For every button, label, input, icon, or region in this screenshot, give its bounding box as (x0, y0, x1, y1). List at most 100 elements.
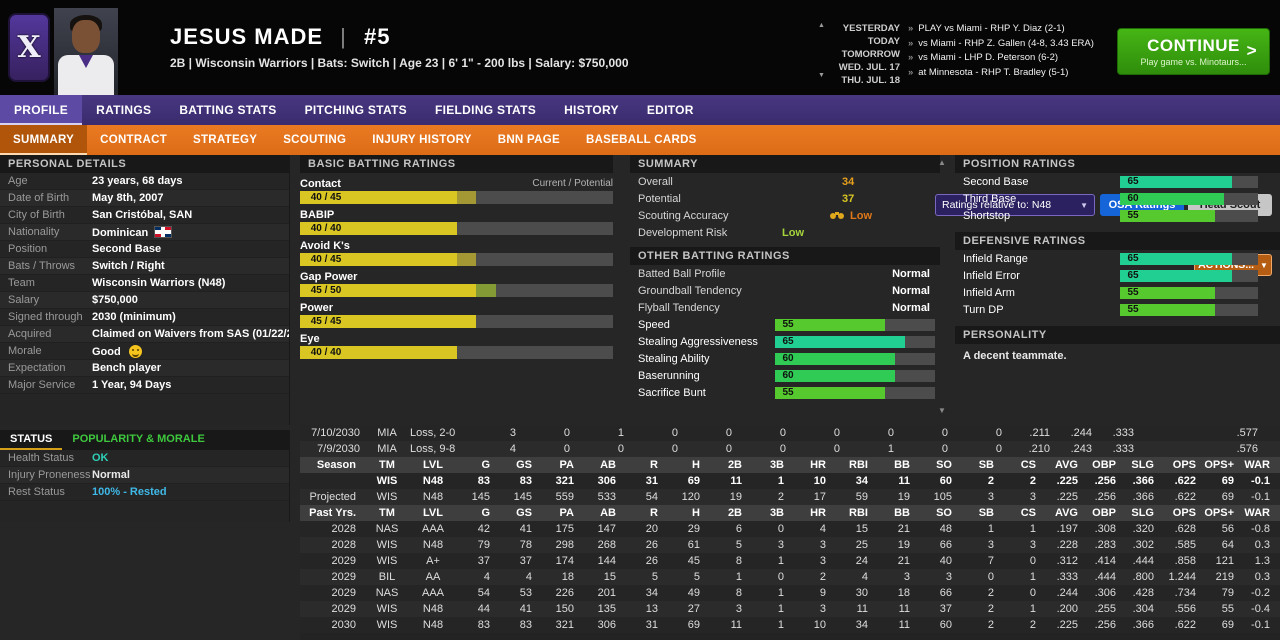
schedule-game[interactable]: » PLAY vs Miami - RHP Y. Diaz (2-1) (908, 22, 1094, 37)
rating-value-chip: 65 (1120, 269, 1146, 282)
game-log-row[interactable]: 7/10/2030 MIA Loss, 2-0 3 0 1 0 0 0 0 0 0 0 .211 .244.… (300, 425, 1280, 441)
subnav-tab-injury-history[interactable]: INJURY HISTORY (372, 134, 472, 146)
table-cell: WIS (376, 619, 398, 631)
column-header[interactable]: 2B (727, 507, 742, 519)
schedule-game-text: PLAY vs Miami - RHP Y. Diaz (2-1) (918, 23, 1065, 34)
column-header[interactable]: SO (936, 459, 952, 471)
past-year-stat-row[interactable]: 2029 NAS AAA 54 53 226 201 34 49 8 1 9 30 18 66 2 0.244.… (300, 585, 1280, 601)
past-years-header-row[interactable]: Past Yrs. TM LVL G GS PA AB R H 2B 3B HR RBI BB SO SB CS… (300, 505, 1280, 521)
subnav-tab-baseball-cards[interactable]: BASEBALL CARDS (585, 134, 697, 146)
subnav-tab-bnn-page[interactable]: BNN PAGE (497, 134, 560, 146)
column-header[interactable]: OPS (1172, 459, 1196, 471)
column-header[interactable]: SB (978, 459, 994, 471)
column-header[interactable]: R (650, 507, 658, 519)
column-header[interactable]: WAR (1244, 507, 1270, 519)
column-header[interactable]: SO (936, 507, 952, 519)
status-tabs: STATUS POPULARITY & MORALE (0, 430, 289, 450)
column-header[interactable]: BB (894, 507, 910, 519)
column-header[interactable]: HR (810, 459, 826, 471)
column-header[interactable]: OPS+ (1204, 507, 1234, 519)
column-header[interactable]: PA (559, 459, 574, 471)
schedule-game[interactable]: » vs Miami - LHP D. Peterson (6-2) (908, 51, 1094, 66)
column-header[interactable]: SLG (1131, 459, 1154, 471)
column-header[interactable]: G (481, 507, 490, 519)
subnav-tab-scouting[interactable]: SCOUTING (283, 134, 347, 146)
nav-tab-fielding-stats[interactable]: FIELDING STATS (434, 103, 537, 117)
column-header[interactable]: TM (379, 507, 395, 519)
column-header[interactable]: G (481, 459, 490, 471)
schedule-scroll-up-icon[interactable]: ▲ (818, 22, 825, 29)
column-header[interactable]: 2B (727, 459, 742, 471)
rating-bar: 40 / 45 (300, 191, 613, 204)
team-logo[interactable]: X (8, 13, 50, 82)
nav-tab-pitching-stats[interactable]: PITCHING STATS (304, 103, 407, 117)
column-header[interactable]: AB (600, 459, 616, 471)
column-header[interactable]: CS (1020, 459, 1036, 471)
ratings-relative-dropdown[interactable]: Ratings relative to: N48 ▼ (935, 194, 1095, 216)
nav-tab-history[interactable]: HISTORY (564, 103, 619, 117)
tab-status[interactable]: STATUS (0, 430, 63, 450)
column-header[interactable]: PA (559, 507, 574, 519)
past-year-stat-row[interactable]: 2029 WIS A+ 37 37 174 144 26 45 8 1 3 24 21 40 7 0 .312 .4… (300, 553, 1280, 569)
subnav-tab-summary[interactable]: SUMMARY (0, 125, 88, 155)
column-header[interactable]: 3B (769, 507, 784, 519)
continue-button[interactable]: CONTINUE > Play game vs. Minotaurs... (1117, 28, 1270, 75)
rating-value-chip: 65 (775, 335, 801, 348)
past-year-stat-row[interactable]: 2028 NAS AAA 42 41 175 147 20 29 6 0 4 15 21 48 1 1 .197.… (300, 521, 1280, 537)
subnav-tab-strategy[interactable]: STRATEGY (193, 134, 258, 146)
rating-bar-fill (801, 369, 895, 382)
schedule-game[interactable]: » vs Miami - RHP Z. Gallen (4-8, 3.43 ERA… (908, 37, 1094, 52)
nav-tab-ratings[interactable]: RATINGS (96, 103, 152, 117)
column-header[interactable]: CS (1020, 507, 1036, 519)
column-header[interactable]: H (692, 507, 700, 519)
past-year-stat-row[interactable]: 2028 WIS N48 79 78 298 268 26 61 5 3 3 25 19 66 3 3 .228.… (300, 537, 1280, 553)
column-header[interactable]: TM (379, 459, 395, 471)
nav-tab-profile[interactable]: PROFILE (0, 95, 83, 125)
column-header[interactable]: GS (516, 507, 532, 519)
tab-popularity-morale[interactable]: POPULARITY & MORALE (72, 433, 205, 445)
column-header[interactable]: OBP (1092, 459, 1116, 471)
season-stat-row[interactable]: WIS N48 83 83 321 306 31 69 11 1 10 34 11 60 2 2.225.25… (300, 473, 1280, 489)
column-header[interactable]: R (650, 459, 658, 471)
scroll-up-icon[interactable]: ▲ (938, 158, 946, 167)
schedule-game[interactable]: » at Minnesota - RHP T. Bradley (5-1) (908, 66, 1094, 81)
column-header[interactable]: BB (894, 459, 910, 471)
column-header[interactable]: AVG (1054, 459, 1078, 471)
column-header[interactable]: WAR (1244, 459, 1270, 471)
schedule-scroll-down-icon[interactable]: ▼ (818, 72, 825, 79)
column-header[interactable]: Past Yrs. (309, 507, 356, 519)
rating-bar-fill (1146, 252, 1233, 265)
column-header[interactable]: Season (316, 459, 356, 471)
column-header[interactable]: SLG (1131, 507, 1154, 519)
column-header[interactable]: LVL (423, 459, 443, 471)
past-year-stat-row[interactable]: 2029 WIS N48 44 41 150 135 13 27 3 1 3 11 11 37 2 1.200.… (300, 601, 1280, 617)
column-header[interactable]: RBI (849, 459, 868, 471)
column-header[interactable]: LVL (423, 507, 443, 519)
column-header[interactable]: GS (516, 459, 532, 471)
column-header[interactable]: OPS+ (1204, 459, 1234, 471)
game-log-row[interactable]: 7/9/2030 MIA Loss, 9-8 4 0 0 0 0 0 0 1 0 0 .210 .243 .3… (300, 441, 1280, 457)
table-cell: 1 (777, 555, 784, 567)
column-header[interactable]: AVG (1054, 507, 1078, 519)
column-header[interactable]: AB (600, 507, 616, 519)
past-year-stat-row[interactable]: 2029 BIL AA 4 4 18 15 5 5 1 0 2 4 3 3 0 1 .333 .444 .800 1.2… (300, 569, 1280, 585)
scroll-down-icon[interactable]: ▼ (938, 406, 946, 415)
column-header[interactable]: OBP (1092, 507, 1116, 519)
column-header[interactable]: 3B (769, 459, 784, 471)
column-header[interactable]: RBI (849, 507, 868, 519)
column-header[interactable]: SB (978, 507, 994, 519)
column-header[interactable]: OPS (1172, 507, 1196, 519)
past-year-stat-row[interactable]: 2030 WIS N48 83 83 321 306 31 69 11 1 10 34 11 60 2 2.22… (300, 617, 1280, 633)
column-header[interactable]: H (692, 459, 700, 471)
position-bars: Second Base 65 Third Base 60 Shortstop 55 (955, 173, 1280, 224)
nav-tab-editor[interactable]: EDITOR (646, 103, 694, 117)
column-header[interactable]: HR (810, 507, 826, 519)
season-stat-row[interactable]: Projected WIS N48 145 145 559 533 54 120 19 2 17 59 1… (300, 489, 1280, 505)
rating-bar-fill (1146, 175, 1233, 188)
table-cell: 1 (777, 603, 784, 615)
subnav-tab-contract[interactable]: CONTRACT (100, 134, 168, 146)
table-cell: 49 (687, 587, 700, 599)
season-header-row[interactable]: Season TM LVL G GS PA AB R H 2B 3B HR RBI BB SO SB CS AVG… (300, 457, 1280, 473)
nav-tab-batting-stats[interactable]: BATTING STATS (179, 103, 277, 117)
rating-bar-fill (801, 386, 885, 399)
